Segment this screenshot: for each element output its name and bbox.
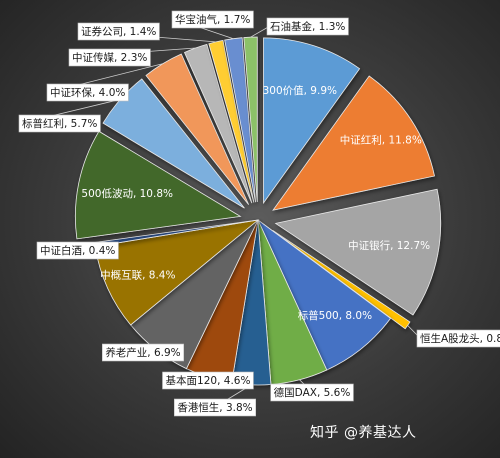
label-box [46, 83, 129, 102]
slice-label: 中证白酒, 0.4% [40, 244, 115, 257]
slice-label: 标普500, 8.0% [298, 309, 372, 322]
slice-label: 中证红利, 11.8% [340, 134, 422, 147]
slice-label: 石油基金, 1.3% [270, 20, 345, 33]
slice-label: 证券公司, 1.4% [81, 25, 156, 38]
label-box [102, 343, 185, 362]
pie-labels: 300价值, 9.9% 中证红利, 11.8% 中证银行, 12.7% 恒生A股龙头,… [18, 10, 500, 417]
slice-label: 300价值, 9.9% [263, 84, 337, 97]
pie-slice [272, 230, 411, 330]
label-box [171, 10, 254, 29]
slice-label: 中证传媒, 2.3% [72, 51, 147, 64]
label-box [416, 329, 500, 348]
label-box [266, 17, 349, 36]
label-box [162, 371, 254, 390]
watermark-text: 知乎 @养基达人 [310, 425, 417, 441]
slice-label: 养老产业, 6.9% [105, 346, 180, 359]
pie-slice [74, 130, 242, 240]
slice-label: 500低波动, 10.8% [81, 187, 173, 200]
slice-label: 华宝油气, 1.7% [175, 13, 250, 26]
pie-slice [183, 43, 253, 204]
label-box [270, 383, 354, 402]
slice-label: 德国DAX, 5.6% [274, 386, 351, 399]
pie-slices [74, 36, 442, 386]
pie-slice [263, 37, 361, 205]
label-box [77, 22, 160, 41]
slice-label: 中概互联, 8.4% [100, 269, 175, 282]
slice-label: 标普红利, 5.7% [22, 117, 97, 130]
label-box [36, 241, 119, 260]
slice-label: 中证银行, 12.7% [348, 239, 430, 252]
slice-label: 恒生A股龙头, 0.8% [420, 332, 500, 345]
slice-label: 基本面120, 4.6% [166, 374, 251, 387]
label-box [18, 114, 101, 133]
pie-slice [274, 188, 442, 316]
slice-label: 香港恒生, 3.8% [177, 401, 252, 414]
pie-slice [272, 75, 435, 211]
label-box [68, 48, 151, 67]
label-box [174, 398, 257, 417]
slice-label: 中证环保, 4.0% [50, 86, 125, 99]
